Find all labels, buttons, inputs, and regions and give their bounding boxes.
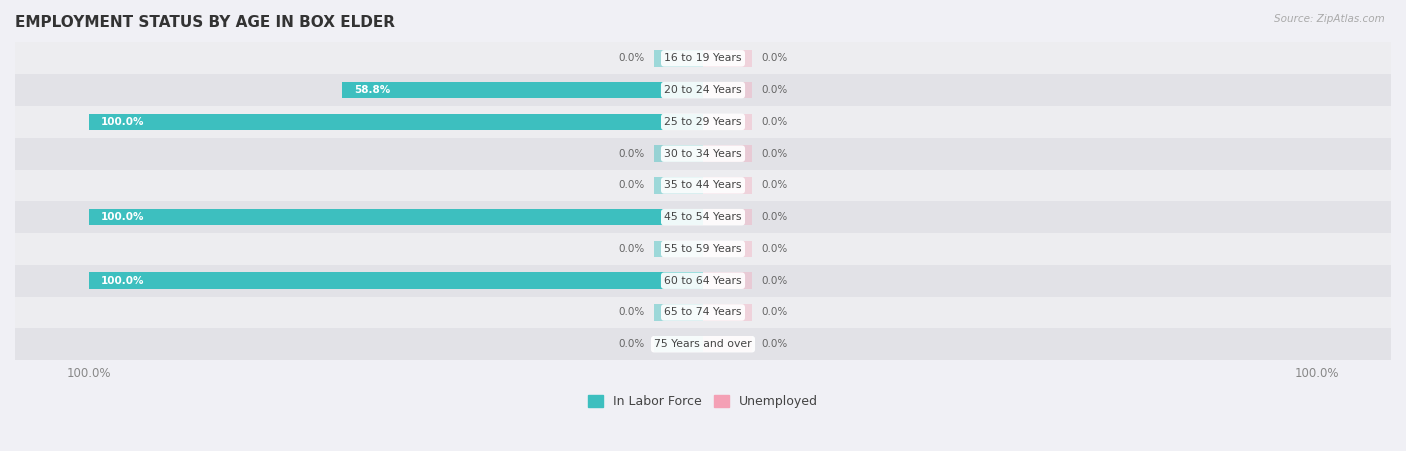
Text: Source: ZipAtlas.com: Source: ZipAtlas.com [1274,14,1385,23]
Bar [703,145,752,162]
Bar [89,272,703,289]
Text: 75 Years and over: 75 Years and over [654,339,752,349]
Text: 0.0%: 0.0% [619,149,644,159]
Text: 0.0%: 0.0% [619,339,644,349]
Bar [0,42,1406,74]
Text: 20 to 24 Years: 20 to 24 Years [664,85,742,95]
Text: 100.0%: 100.0% [101,212,145,222]
Bar [0,74,1406,106]
Bar [0,233,1406,265]
Bar [0,138,1406,170]
Bar [0,297,1406,328]
Bar [703,50,752,67]
Text: 60 to 64 Years: 60 to 64 Years [664,276,742,285]
Text: 0.0%: 0.0% [762,212,787,222]
Text: 25 to 29 Years: 25 to 29 Years [664,117,742,127]
Bar [0,106,1406,138]
Text: 0.0%: 0.0% [619,53,644,63]
Bar [703,241,752,257]
Text: 58.8%: 58.8% [354,85,391,95]
Bar [703,209,752,226]
Text: 0.0%: 0.0% [762,85,787,95]
Text: 0.0%: 0.0% [762,117,787,127]
Legend: In Labor Force, Unemployed: In Labor Force, Unemployed [583,390,823,413]
Text: 0.0%: 0.0% [762,308,787,318]
Text: 100.0%: 100.0% [101,117,145,127]
Bar [703,272,752,289]
Bar [0,170,1406,201]
Bar [654,336,703,353]
Bar [703,114,752,130]
Text: 0.0%: 0.0% [619,180,644,190]
Bar [0,201,1406,233]
Text: 45 to 54 Years: 45 to 54 Years [664,212,742,222]
Bar [703,304,752,321]
Text: 100.0%: 100.0% [101,276,145,285]
Text: 55 to 59 Years: 55 to 59 Years [664,244,742,254]
Text: 0.0%: 0.0% [762,180,787,190]
Text: 0.0%: 0.0% [619,308,644,318]
Bar [654,241,703,257]
Bar [0,265,1406,297]
Text: 0.0%: 0.0% [762,339,787,349]
Bar [89,209,703,226]
Text: 30 to 34 Years: 30 to 34 Years [664,149,742,159]
Text: EMPLOYMENT STATUS BY AGE IN BOX ELDER: EMPLOYMENT STATUS BY AGE IN BOX ELDER [15,15,395,30]
Text: 65 to 74 Years: 65 to 74 Years [664,308,742,318]
Bar [654,304,703,321]
Text: 16 to 19 Years: 16 to 19 Years [664,53,742,63]
Text: 0.0%: 0.0% [762,276,787,285]
Bar [654,145,703,162]
Bar [703,82,752,98]
Bar [654,177,703,193]
Text: 35 to 44 Years: 35 to 44 Years [664,180,742,190]
Bar [0,328,1406,360]
Text: 0.0%: 0.0% [762,53,787,63]
Text: 0.0%: 0.0% [619,244,644,254]
Bar [342,82,703,98]
Bar [89,114,703,130]
Text: 0.0%: 0.0% [762,244,787,254]
Text: 0.0%: 0.0% [762,149,787,159]
Bar [654,50,703,67]
Bar [703,336,752,353]
Bar [703,177,752,193]
